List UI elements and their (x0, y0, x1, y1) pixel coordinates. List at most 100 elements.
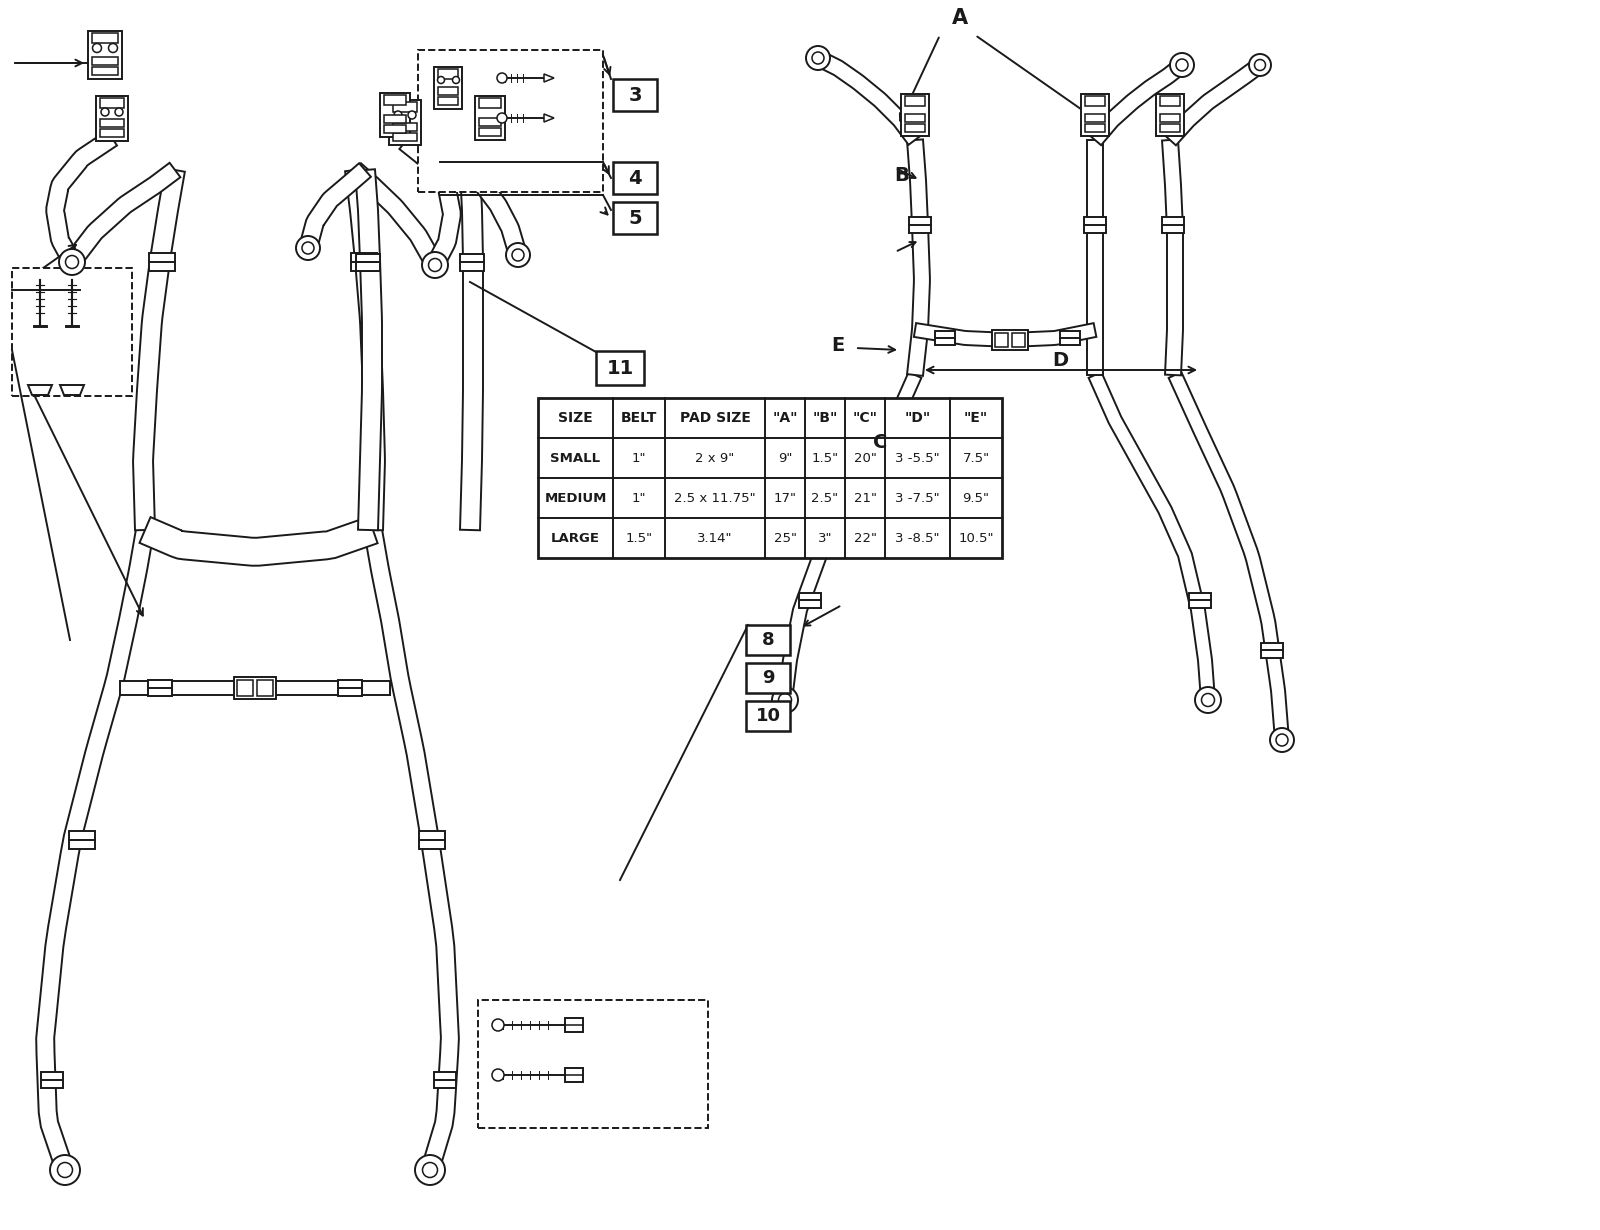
Bar (438, 97, 458, 105)
Text: 11: 11 (606, 358, 634, 378)
Bar (1085, 216, 1106, 232)
Polygon shape (1086, 140, 1102, 375)
Text: C: C (874, 433, 886, 451)
Bar (338, 680, 362, 696)
Polygon shape (120, 681, 390, 695)
Bar (101, 128, 125, 137)
Bar (381, 93, 410, 137)
Circle shape (1254, 59, 1266, 70)
Polygon shape (914, 323, 1096, 347)
Text: 3.14": 3.14" (698, 531, 733, 545)
Text: 25": 25" (773, 531, 797, 545)
Bar (565, 1018, 582, 1032)
Bar (434, 1073, 456, 1089)
Polygon shape (778, 373, 922, 701)
Circle shape (115, 108, 123, 116)
Bar (234, 676, 277, 699)
Circle shape (66, 256, 78, 268)
Circle shape (59, 248, 85, 276)
Circle shape (779, 694, 792, 706)
Bar (565, 1068, 582, 1082)
Polygon shape (346, 169, 386, 530)
Polygon shape (139, 517, 378, 566)
Text: 5: 5 (629, 209, 642, 228)
Bar (906, 96, 925, 106)
Text: MEDIUM: MEDIUM (544, 492, 606, 504)
Polygon shape (299, 164, 371, 251)
Polygon shape (37, 529, 154, 1173)
Bar (909, 216, 931, 232)
Bar (258, 680, 274, 696)
Text: "B": "B" (813, 411, 838, 426)
Bar (101, 97, 125, 107)
Circle shape (101, 108, 109, 116)
Bar (906, 124, 925, 132)
Bar (1155, 93, 1184, 137)
Circle shape (498, 113, 507, 123)
Bar (613, 79, 658, 111)
Bar (93, 33, 118, 43)
Text: 20": 20" (853, 451, 877, 465)
Circle shape (512, 248, 525, 261)
Polygon shape (1162, 139, 1182, 375)
Polygon shape (544, 74, 554, 82)
Polygon shape (1168, 373, 1290, 740)
Circle shape (109, 43, 117, 53)
Bar (992, 330, 1027, 351)
Circle shape (414, 1155, 445, 1184)
Polygon shape (349, 164, 443, 269)
Bar (149, 253, 174, 271)
Bar (901, 93, 930, 137)
Text: 3 -5.5": 3 -5.5" (894, 451, 939, 465)
Text: PAD SIZE: PAD SIZE (680, 411, 750, 426)
Bar (995, 333, 1008, 347)
Text: B: B (894, 166, 909, 184)
Bar (906, 114, 925, 122)
Bar (478, 128, 501, 137)
Text: 9.5": 9.5" (963, 492, 989, 504)
Bar (746, 625, 790, 656)
Polygon shape (400, 135, 461, 269)
Bar (69, 831, 94, 849)
Circle shape (437, 76, 445, 84)
Bar (461, 253, 485, 271)
Bar (42, 1073, 62, 1089)
Circle shape (813, 52, 824, 64)
Polygon shape (29, 385, 53, 395)
Text: E: E (832, 336, 845, 354)
Text: 2 x 9": 2 x 9" (696, 451, 734, 465)
Text: 10: 10 (755, 707, 781, 724)
Text: SMALL: SMALL (550, 451, 600, 465)
Bar (384, 125, 406, 133)
Bar (384, 114, 406, 123)
Circle shape (1170, 53, 1194, 77)
Bar (934, 331, 955, 344)
Polygon shape (1165, 59, 1264, 145)
Circle shape (1270, 728, 1294, 752)
Circle shape (493, 1018, 504, 1031)
Circle shape (453, 76, 459, 84)
Circle shape (296, 236, 320, 260)
Text: D: D (1051, 351, 1069, 369)
Bar (434, 66, 462, 109)
Circle shape (408, 111, 416, 119)
Bar (475, 96, 506, 140)
Bar (1085, 124, 1106, 132)
Bar (597, 351, 645, 385)
Polygon shape (46, 130, 117, 267)
Bar (478, 98, 501, 108)
Text: 1": 1" (632, 451, 646, 465)
Bar (357, 253, 381, 271)
Bar (438, 87, 458, 95)
Circle shape (50, 1155, 80, 1184)
Polygon shape (1088, 373, 1214, 701)
Text: 9: 9 (762, 669, 774, 688)
Polygon shape (365, 529, 459, 1172)
Circle shape (498, 73, 507, 82)
Bar (746, 663, 790, 692)
Bar (1160, 114, 1181, 122)
Text: 1": 1" (632, 492, 646, 504)
Bar (394, 123, 418, 130)
Bar (93, 66, 118, 75)
Circle shape (493, 1069, 504, 1081)
